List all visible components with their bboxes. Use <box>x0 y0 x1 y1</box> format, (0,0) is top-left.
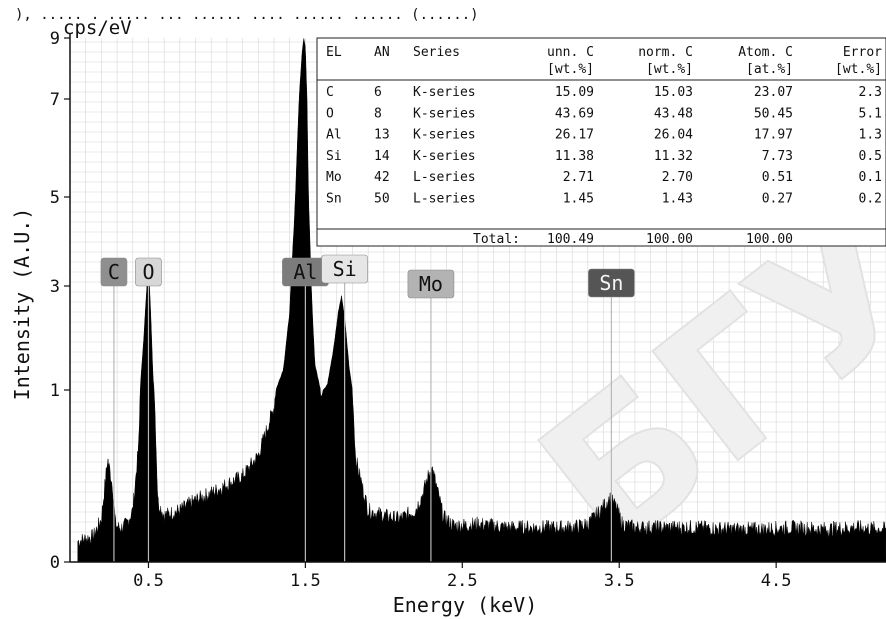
table-cell: Mo <box>326 170 342 185</box>
x-tick-label: 0.5 <box>133 571 164 591</box>
y-tick-label: 5 <box>50 188 60 208</box>
table-cell: 43.69 <box>555 106 594 121</box>
table-cell: 14 <box>374 149 390 164</box>
page-text-fragment: ), ..... . ..... ... ...... .... ...... … <box>15 7 479 23</box>
table-cell: 26.04 <box>654 128 693 143</box>
table-cell: 0.2 <box>859 192 882 207</box>
table-cell: Al <box>326 128 342 143</box>
x-tick-label: 2.5 <box>447 571 478 591</box>
table-cell: 0.1 <box>859 170 882 185</box>
table-cell: K-series <box>413 128 476 143</box>
x-tick-label: 1.5 <box>290 571 321 591</box>
quantification-table: EL AN Series unn. C [wt.%] norm. C [wt.%] Atom.… <box>316 37 886 247</box>
table-header: norm. C <box>638 45 693 60</box>
axes <box>69 34 886 563</box>
table-cell: 42 <box>374 170 390 185</box>
table-header: unn. C <box>547 45 594 60</box>
table-total-value: 100.49 <box>547 232 594 247</box>
peak-marker-lines <box>113 283 612 562</box>
table-cell: 43.48 <box>654 106 693 121</box>
table-frame <box>316 37 886 247</box>
table-cell: 11.32 <box>654 149 693 164</box>
table-header: Atom. C <box>738 45 793 60</box>
table-cell: 8 <box>374 106 382 121</box>
table-cell: K-series <box>413 106 476 121</box>
table-header-unit: [wt.%] <box>547 62 594 77</box>
table-cell: 7.73 <box>762 149 793 164</box>
table-header-unit: [wt.%] <box>646 62 693 77</box>
table-cell: 50 <box>374 192 390 207</box>
table-cell: L-series <box>413 192 476 207</box>
table-header: Series <box>413 45 460 60</box>
table-cell: Si <box>326 149 342 164</box>
table-cell: 15.09 <box>555 85 594 100</box>
table-cell: O <box>326 106 334 121</box>
table-cell: 11.38 <box>555 149 594 164</box>
table-cell: 0.51 <box>762 170 793 185</box>
peak-label-sn: Sn <box>599 271 623 295</box>
table-cell: 2.70 <box>662 170 693 185</box>
y-tick-label: 7 <box>50 90 60 110</box>
table-cell: 17.97 <box>754 128 793 143</box>
x-tick-label: 3.5 <box>604 571 635 591</box>
y-tick-label: 0 <box>50 553 60 573</box>
y-tick-label: 3 <box>50 277 60 297</box>
table-header: EL <box>326 45 342 60</box>
peak-label-badge <box>321 254 368 284</box>
table-cell: 50.45 <box>754 106 793 121</box>
peak-label-badge <box>407 269 455 299</box>
table-cell: 5.1 <box>859 106 882 121</box>
peak-label-badge <box>135 257 162 287</box>
table-cell: 1.43 <box>662 192 693 207</box>
table-total-value: 100.00 <box>646 232 693 247</box>
y-tick-label: 1 <box>50 381 60 401</box>
peak-label-si: Si <box>333 257 357 281</box>
table-cell: 13 <box>374 128 390 143</box>
unit-label: cps/eV <box>63 17 132 39</box>
table-header: Error <box>843 45 882 60</box>
table-cell: 6 <box>374 85 382 100</box>
table-cell: L-series <box>413 170 476 185</box>
peak-label-o: O <box>142 260 154 284</box>
peak-label-al: Al <box>293 260 317 284</box>
peak-label-badge <box>588 268 635 298</box>
peak-labels: C O Al Si Mo Sn <box>100 254 635 299</box>
peak-label-c: C <box>108 260 120 284</box>
y-axis-label: Intensity (A.U.) <box>10 208 34 401</box>
table-cell: 0.27 <box>762 192 793 207</box>
spectrum-fill <box>77 38 886 563</box>
table-cell: 0.5 <box>859 149 882 164</box>
table-cell: 26.17 <box>555 128 594 143</box>
table-cell: 2.3 <box>859 85 882 100</box>
table-total-value: 100.00 <box>746 232 793 247</box>
y-tick-label: 9 <box>50 29 60 49</box>
x-tick-label: 4.5 <box>761 571 792 591</box>
table-cell: 1.3 <box>859 128 882 143</box>
table-cell: Sn <box>326 192 342 207</box>
table-cell: K-series <box>413 149 476 164</box>
table-cell: 15.03 <box>654 85 693 100</box>
table-cell: 2.71 <box>563 170 594 185</box>
peak-label-mo: Mo <box>419 272 443 296</box>
table-cell: K-series <box>413 85 476 100</box>
x-axis-label: Energy (keV) <box>393 593 538 617</box>
table-header: AN <box>374 45 390 60</box>
table-cell: C <box>326 85 334 100</box>
table-cell: 23.07 <box>754 85 793 100</box>
peak-label-badge <box>100 257 128 287</box>
table-header-unit: [wt.%] <box>835 62 882 77</box>
table-header-unit: [at.%] <box>746 62 793 77</box>
table-total-label: Total: <box>473 232 520 247</box>
table-cell: 1.45 <box>563 192 594 207</box>
